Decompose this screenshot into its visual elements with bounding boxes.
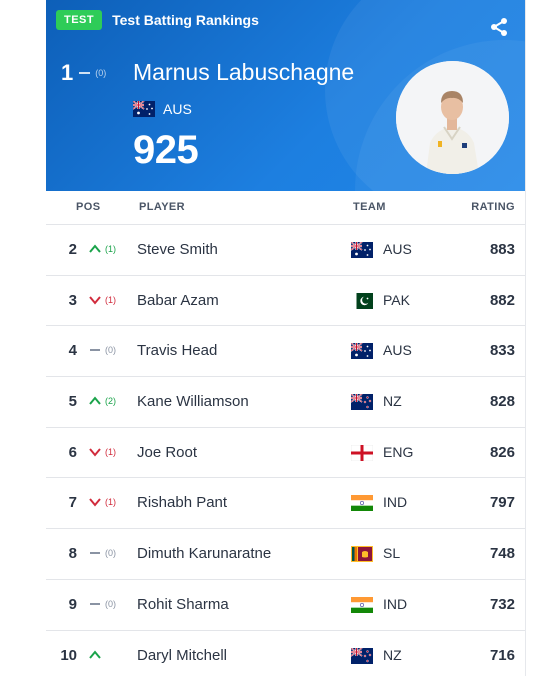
move-down-icon [89,296,101,305]
row-change: (2) [105,396,116,407]
row-position: 3 [68,291,77,309]
share-icon[interactable] [489,17,509,37]
table-header: POS PLAYER TEAM RATING [46,191,525,225]
no-change-icon [90,602,100,605]
top-player-position: 1 (0) [61,60,106,86]
move-up-icon [89,396,101,405]
col-rating: RATING [471,201,515,213]
player-name[interactable]: Joe Root [137,443,198,461]
top-player-team: AUS [133,101,192,117]
top-player-team-code: AUS [163,101,192,117]
player-name[interactable]: Steve Smith [137,241,218,258]
row-position: 7 [68,494,77,512]
player-rating: 882 [489,291,515,309]
col-team: TEAM [353,201,386,213]
team-code: IND [383,494,408,511]
row-change: (1) [105,446,116,457]
row-change: (1) [105,497,116,508]
row-position: 9 [68,595,77,613]
table-row[interactable]: 8 (0) Dimuth Karunaratne SL 748 [46,529,525,580]
player-name[interactable]: Daryl Mitchell [137,646,228,664]
ind-flag-icon [351,596,373,613]
aus-flag-icon [351,343,373,360]
col-player: PLAYER [139,201,186,213]
move-up-icon [89,244,101,253]
team-code: SL [383,545,401,562]
player-rating: 833 [489,342,515,360]
player-rating: 732 [489,595,515,613]
top-player-rating: 925 [133,128,199,172]
player-name[interactable]: Dimuth Karunaratne [137,545,272,563]
sl-flag-icon [351,546,373,563]
top-player-pos-number: 1 [61,60,74,85]
player-name[interactable]: Babar Azam [137,291,219,309]
aus-flag-icon [351,242,373,258]
nz-flag-icon [351,394,373,411]
table-row[interactable]: 2 (1) Steve Smith AUS 883 [46,225,525,276]
no-change-icon [90,349,100,352]
row-position: 4 [68,342,77,360]
player-name[interactable]: Rohit Sharma [137,595,229,613]
team-code: NZ [383,646,402,663]
rankings-list: 2 (1) Steve Smith AUS 883 3 (1) Babar Azam PAK 88… [46,225,525,676]
row-change: (0) [105,598,116,609]
table-row[interactable]: 3 (1) Babar Azam PAK 882 [46,276,525,327]
row-change: (1) [105,244,116,254]
top-player-change: (0) [95,68,107,78]
pak-flag-icon [351,292,373,309]
row-position: 8 [68,545,77,563]
table-row[interactable]: 9 (0) Rohit Sharma IND 732 [46,580,525,631]
table-row[interactable]: 5 (2) Kane Williamson NZ 828 [46,377,525,428]
no-change-icon [90,552,100,555]
team-code: NZ [383,393,402,410]
move-up-icon [89,649,101,659]
player-rating: 797 [489,494,515,512]
player-rating: 883 [489,241,515,258]
team-code: IND [383,595,408,612]
team-code: ENG [383,443,414,460]
table-row[interactable]: 10 Daryl Mitchell NZ 716 [46,631,525,676]
player-name[interactable]: Kane Williamson [137,393,249,411]
row-change: (1) [105,294,116,305]
eng-flag-icon [351,444,373,461]
row-change: (0) [105,548,116,559]
rankings-title: Test Batting Rankings [112,12,259,28]
table-row[interactable]: 4 (0) Travis Head AUS 833 [46,326,525,378]
player-rating: 748 [489,545,515,563]
player-rating: 826 [489,443,515,461]
rankings-card: TEST Test Batting Rankings 1 (0) Marnus … [46,0,526,676]
move-down-icon [89,498,101,507]
row-position: 5 [68,393,77,411]
team-code: AUS [383,342,412,359]
move-down-icon [89,448,101,457]
row-position: 6 [68,443,77,461]
no-change-icon [79,72,91,74]
table-row[interactable]: 7 (1) Rishabh Pant IND 797 [46,478,525,530]
col-pos: POS [76,201,101,213]
row-position: 10 [60,646,77,664]
player-rating: 828 [489,393,515,411]
table-row[interactable]: 6 (1) Joe Root ENG 826 [46,428,525,479]
player-name[interactable]: Rishabh Pant [137,494,228,512]
aus-flag-icon [133,101,155,117]
ind-flag-icon [351,495,373,512]
row-position: 2 [68,241,77,258]
player-rating: 716 [489,646,515,664]
top-player-hero[interactable]: TEST Test Batting Rankings 1 (0) Marnus … [46,0,525,191]
top-player-name: Marnus Labuschagne [133,59,355,85]
row-change: (0) [105,345,116,356]
nz-flag-icon [351,647,373,664]
player-avatar [396,61,509,174]
team-code: AUS [383,241,412,257]
format-badge: TEST [56,10,103,30]
team-code: PAK [383,291,410,308]
player-name[interactable]: Travis Head [137,342,218,360]
